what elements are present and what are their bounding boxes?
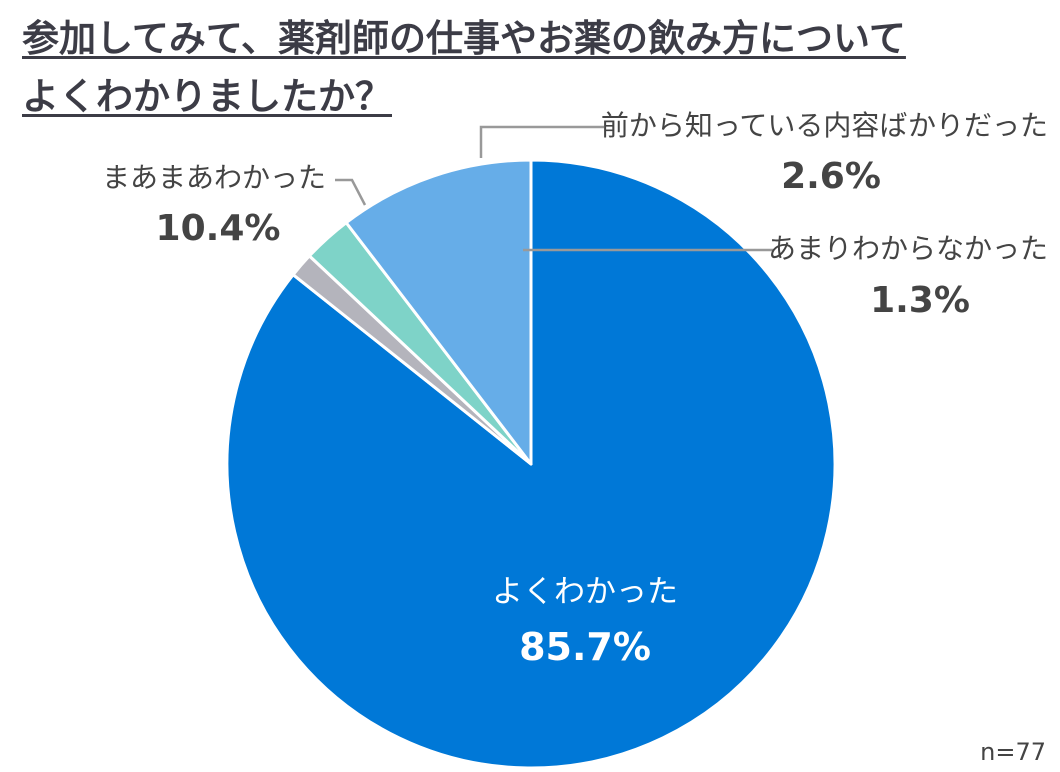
slice-value-1: 1.3% xyxy=(870,280,970,321)
slice-label-3: まあまあわかった xyxy=(102,161,326,194)
sample-size-note: n=77 xyxy=(980,738,1046,766)
slice-value-2: 2.6% xyxy=(781,156,881,197)
slice-value-3: 10.4% xyxy=(156,208,281,249)
slice-label-1: あまりわからなかった xyxy=(768,232,1048,265)
leader-line-2 xyxy=(479,125,604,158)
pie-slice-3 xyxy=(344,158,533,466)
slice-label-2: 前から知っている内容ばかりだった xyxy=(601,109,1048,142)
slice-label-0: よくわかった xyxy=(492,574,678,610)
chart-title-line-1: 参加してみて、薬剤師の仕事やお薬の飲み方について xyxy=(22,17,906,60)
slice-value-0: 85.7% xyxy=(519,625,651,669)
leader-line-3 xyxy=(335,178,367,206)
chart-title-line-2: よくわかりましたか？ xyxy=(22,75,392,118)
